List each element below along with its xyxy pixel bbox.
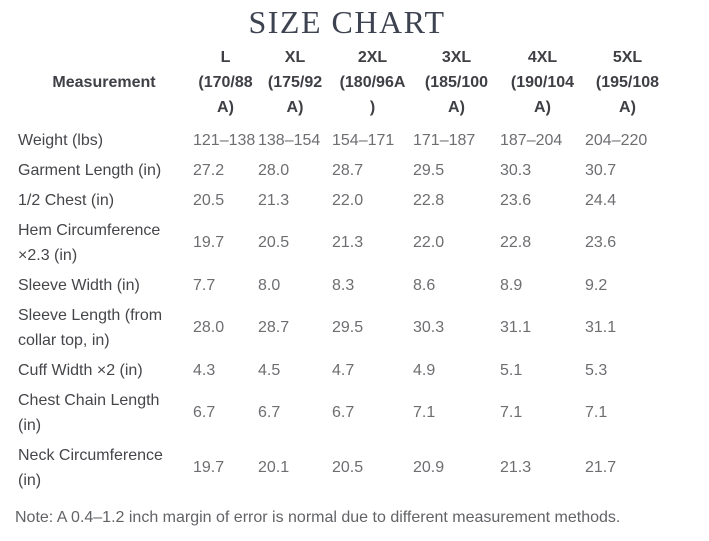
measurement-value: 8.9 <box>500 276 523 294</box>
measurement-label: Neck Circumference (in) <box>18 446 163 489</box>
measurement-value: 22.8 <box>413 191 445 209</box>
measurement-value: 27.2 <box>193 161 225 179</box>
measurement-value: 30.3 <box>413 319 445 336</box>
column-header-size-2xl: 2XL (180/96A ) <box>339 49 406 116</box>
measurement-value: 28.0 <box>258 161 290 179</box>
measurement-label: Sleeve Width (in) <box>18 276 140 294</box>
measurement-value: 7.1 <box>413 404 436 421</box>
table-body: Weight (lbs) 121–138 138–154 154–171 171–187… <box>15 125 670 495</box>
measurement-value: 204–220 <box>585 131 648 149</box>
measurement-value: 6.7 <box>332 404 355 421</box>
measurement-value: 5.3 <box>585 361 608 379</box>
measurement-value: 23.6 <box>585 234 617 251</box>
measurement-label: Sleeve Length (from collar top, in) <box>18 306 163 349</box>
measurement-label: Hem Circumference ×2.3 (in) <box>18 221 161 264</box>
column-header-size-l: L (170/88 A) <box>198 49 253 116</box>
measurement-value: 28.7 <box>332 161 364 179</box>
measurement-value: 6.7 <box>258 404 281 421</box>
table-header: Measurement L (170/88 A) XL (175/92 A) 2… <box>15 42 670 125</box>
measurement-value: 4.3 <box>193 361 216 379</box>
measurement-value: 21.3 <box>258 191 290 209</box>
measurement-value: 24.4 <box>585 191 617 209</box>
column-header-size-5xl: 5XL (195/108 A) <box>595 49 660 116</box>
measurement-label: Chest Chain Length (in) <box>18 391 160 434</box>
measurement-value: 29.5 <box>413 161 445 179</box>
measurement-value: 28.0 <box>193 319 225 336</box>
measurement-value: 20.5 <box>332 459 364 476</box>
column-header-measurement: Measurement <box>52 74 156 91</box>
measurement-value: 21.3 <box>500 459 532 476</box>
column-header-size-4xl: 4XL (190/104 A) <box>510 49 575 116</box>
measurement-value: 7.7 <box>193 276 216 294</box>
measurement-label: Cuff Width ×2 (in) <box>18 361 143 379</box>
measurement-value: 121–138 <box>193 131 256 149</box>
column-header-size-xl: XL (175/92 A) <box>267 49 323 116</box>
size-chart-table: Measurement L (170/88 A) XL (175/92 A) 2… <box>15 42 670 495</box>
measurement-value: 29.5 <box>332 319 364 336</box>
measurement-value: 19.7 <box>193 459 225 476</box>
table-row: Sleeve Length (from collar top, in) 28.0 2… <box>15 300 670 355</box>
measurement-value: 20.1 <box>258 459 290 476</box>
measurement-value: 4.9 <box>413 361 436 379</box>
measurement-value: 187–204 <box>500 131 563 149</box>
measurement-value: 23.6 <box>500 191 532 209</box>
measurement-value: 7.1 <box>585 404 608 421</box>
measurement-value: 20.5 <box>193 191 225 209</box>
measurement-value: 22.0 <box>332 191 364 209</box>
table-row: Chest Chain Length (in) 6.7 6.7 6.7 7.1 7.1 7.… <box>15 385 670 440</box>
measurement-value: 22.8 <box>500 234 532 251</box>
measurement-value: 20.5 <box>258 234 290 251</box>
page-title: SIZE CHART <box>248 4 446 40</box>
measurement-value: 4.5 <box>258 361 281 379</box>
measurement-value: 21.7 <box>585 459 617 476</box>
column-header-size-3xl: 3XL (185/100 A) <box>424 49 489 116</box>
measurement-value: 22.0 <box>413 234 445 251</box>
table-row: Garment Length (in) 27.2 28.0 28.7 29.5 30.3 3… <box>15 155 670 185</box>
measurement-value: 9.2 <box>585 276 608 294</box>
measurement-value: 20.9 <box>413 459 445 476</box>
measurement-value: 31.1 <box>585 319 617 336</box>
header-row: Measurement L (170/88 A) XL (175/92 A) 2… <box>15 42 670 125</box>
measurement-value: 28.7 <box>258 319 290 336</box>
measurement-label: Weight (lbs) <box>18 131 104 149</box>
note-text: Note: A 0.4–1.2 inch margin of error is … <box>15 509 621 526</box>
measurement-value: 7.1 <box>500 404 523 421</box>
measurement-value: 4.7 <box>332 361 355 379</box>
measurement-value: 30.3 <box>500 161 532 179</box>
table-row: Hem Circumference ×2.3 (in) 19.7 20.5 21.3 2… <box>15 215 670 270</box>
measurement-value: 154–171 <box>332 131 395 149</box>
measurement-label: 1/2 Chest (in) <box>18 191 115 209</box>
measurement-value: 6.7 <box>193 404 216 421</box>
measurement-value: 31.1 <box>500 319 532 336</box>
measurement-value: 8.6 <box>413 276 436 294</box>
measurement-value: 8.0 <box>258 276 281 294</box>
table-row: Sleeve Width (in) 7.7 8.0 8.3 8.6 8.9 9.2 <box>15 270 670 300</box>
table-row: Neck Circumference (in) 19.7 20.1 20.5 20.9 2… <box>15 440 670 495</box>
measurement-value: 19.7 <box>193 234 225 251</box>
table-row: Cuff Width ×2 (in) 4.3 4.5 4.7 4.9 5.1 5.3 <box>15 355 670 385</box>
measurement-value: 138–154 <box>258 131 321 149</box>
table-row: 1/2 Chest (in) 20.5 21.3 22.0 22.8 23.6 24.4 <box>15 185 670 215</box>
measurement-value: 171–187 <box>413 131 476 149</box>
measurement-value: 8.3 <box>332 276 355 294</box>
size-chart-page: SIZE CHART Measurement L (170/88 A) XL (… <box>0 3 694 530</box>
measurement-value: 30.7 <box>585 161 617 179</box>
measurement-value: 21.3 <box>332 234 364 251</box>
measurement-value: 5.1 <box>500 361 523 379</box>
measurement-label: Garment Length (in) <box>18 161 162 179</box>
table-row: Weight (lbs) 121–138 138–154 154–171 171–187… <box>15 125 670 155</box>
